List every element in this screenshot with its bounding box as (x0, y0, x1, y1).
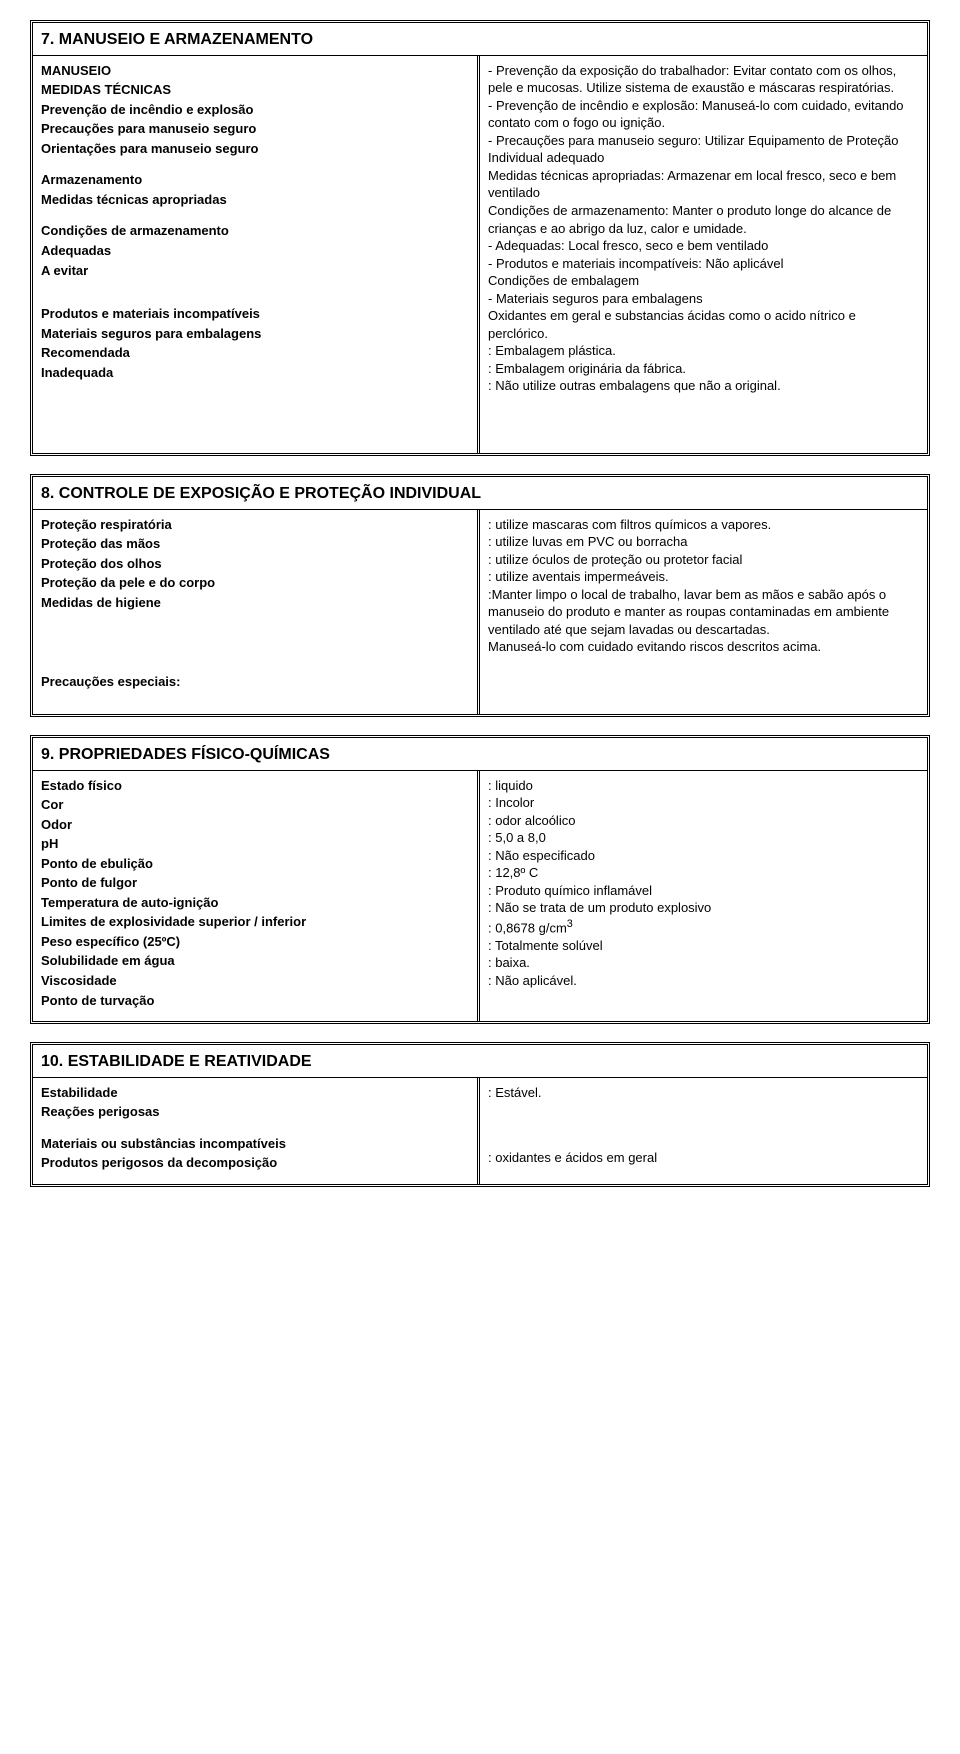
section-9-content: Estado físico Cor Odor pH Ponto de ebuli… (33, 771, 927, 1022)
label: Limites de explosividade superior / infe… (41, 913, 469, 931)
text: : utilize luvas em PVC ou borracha (488, 533, 919, 551)
label: Inadequada (41, 364, 469, 382)
label: Ponto de ebulição (41, 855, 469, 873)
text: : utilize aventais impermeáveis. (488, 568, 919, 586)
text: : utilize óculos de proteção ou protetor… (488, 551, 919, 569)
label: Reações perigosas (41, 1103, 469, 1121)
text: : Não especificado (488, 847, 919, 865)
label: Precauções para manuseio seguro (41, 120, 469, 138)
label: Proteção da pele e do corpo (41, 574, 469, 592)
label: Cor (41, 796, 469, 814)
label: MEDIDAS TÉCNICAS (41, 81, 469, 99)
label: Estado físico (41, 777, 469, 795)
label: Ponto de fulgor (41, 874, 469, 892)
text: : Embalagem originária da fábrica. (488, 360, 919, 378)
label: Temperatura de auto-ignição (41, 894, 469, 912)
label: Odor (41, 816, 469, 834)
text-part: : 0,8678 g/cm (488, 920, 567, 935)
text: - Adequadas: Local fresco, seco e bem ve… (488, 237, 919, 255)
section-10-left-col: Estabilidade Reações perigosas Materiais… (33, 1078, 480, 1184)
section-7-content: MANUSEIO MEDIDAS TÉCNICAS Prevenção de i… (33, 56, 927, 453)
text: - Produtos e materiais incompatíveis: Nã… (488, 255, 919, 273)
text: :Manter limpo o local de trabalho, lavar… (488, 586, 919, 639)
label: Produtos e materiais incompatíveis (41, 305, 469, 323)
section-7-right-col: - Prevenção da exposição do trabalhador:… (480, 56, 927, 453)
label: Recomendada (41, 344, 469, 362)
text: - Precauções para manuseio seguro: Utili… (488, 132, 919, 167)
label: Viscosidade (41, 972, 469, 990)
text: : Incolor (488, 794, 919, 812)
text: Condições de embalagem (488, 272, 919, 290)
text: : oxidantes e ácidos em geral (488, 1149, 919, 1167)
section-8-left-col: Proteção respiratória Proteção das mãos … (33, 510, 480, 714)
section-9: 9. PROPRIEDADES FÍSICO-QUÍMICAS Estado f… (30, 735, 930, 1024)
section-7-title: 7. MANUSEIO E ARMAZENAMENTO (33, 23, 927, 56)
label: MANUSEIO (41, 62, 469, 80)
label: Armazenamento (41, 171, 469, 189)
text: : Não se trata de um produto explosivo (488, 899, 919, 917)
text: : 12,8º C (488, 864, 919, 882)
label: Solubilidade em água (41, 952, 469, 970)
text: : 0,8678 g/cm3 (488, 917, 919, 937)
label: Proteção respiratória (41, 516, 469, 534)
section-9-right-col: : liquido : Incolor : odor alcoólico : 5… (480, 771, 927, 1022)
section-7-left-col: MANUSEIO MEDIDAS TÉCNICAS Prevenção de i… (33, 56, 480, 453)
section-8: 8. CONTROLE DE EXPOSIÇÃO E PROTEÇÃO INDI… (30, 474, 930, 717)
text: Condições de armazenamento: Manter o pro… (488, 202, 919, 237)
text: : baixa. (488, 954, 919, 972)
section-7: 7. MANUSEIO E ARMAZENAMENTO MANUSEIO MED… (30, 20, 930, 456)
label: pH (41, 835, 469, 853)
text: : Totalmente solúvel (488, 937, 919, 955)
section-9-title: 9. PROPRIEDADES FÍSICO-QUÍMICAS (33, 738, 927, 771)
text: : odor alcoólico (488, 812, 919, 830)
label: Medidas técnicas apropriadas (41, 191, 469, 209)
label: Proteção das mãos (41, 535, 469, 553)
label: Peso específico (25ºC) (41, 933, 469, 951)
label: Ponto de turvação (41, 992, 469, 1010)
text: : Embalagem plástica. (488, 342, 919, 360)
text: Medidas técnicas apropriadas: Armazenar … (488, 167, 919, 202)
text: : Estável. (488, 1084, 919, 1102)
section-10-content: Estabilidade Reações perigosas Materiais… (33, 1078, 927, 1184)
label: Produtos perigosos da decomposição (41, 1154, 469, 1172)
label: Proteção dos olhos (41, 555, 469, 573)
label: Estabilidade (41, 1084, 469, 1102)
label: A evitar (41, 262, 469, 280)
text: Oxidantes em geral e substancias ácidas … (488, 307, 919, 342)
section-8-title: 8. CONTROLE DE EXPOSIÇÃO E PROTEÇÃO INDI… (33, 477, 927, 510)
section-8-content: Proteção respiratória Proteção das mãos … (33, 510, 927, 714)
label: Condições de armazenamento (41, 222, 469, 240)
label: Adequadas (41, 242, 469, 260)
text: - Prevenção de incêndio e explosão: Manu… (488, 97, 919, 132)
text: : 5,0 a 8,0 (488, 829, 919, 847)
text: : Produto químico inflamável (488, 882, 919, 900)
section-10-right-col: : Estável. : oxidantes e ácidos em geral (480, 1078, 927, 1184)
text: Manuseá-lo com cuidado evitando riscos d… (488, 638, 919, 656)
superscript: 3 (567, 918, 573, 930)
section-8-right-col: : utilize mascaras com filtros químicos … (480, 510, 927, 714)
text: : liquido (488, 777, 919, 795)
label: Prevenção de incêndio e explosão (41, 101, 469, 119)
text: - Materiais seguros para embalagens (488, 290, 919, 308)
label: Materiais seguros para embalagens (41, 325, 469, 343)
text: - Prevenção da exposição do trabalhador:… (488, 62, 919, 97)
text: : utilize mascaras com filtros químicos … (488, 516, 919, 534)
label: Precauções especiais: (41, 673, 469, 691)
label: Orientações para manuseio seguro (41, 140, 469, 158)
label: Medidas de higiene (41, 594, 469, 612)
section-10-title: 10. ESTABILIDADE E REATIVIDADE (33, 1045, 927, 1078)
text: : Não utilize outras embalagens que não … (488, 377, 919, 395)
text: : Não aplicável. (488, 972, 919, 990)
section-10: 10. ESTABILIDADE E REATIVIDADE Estabilid… (30, 1042, 930, 1187)
label: Materiais ou substâncias incompatíveis (41, 1135, 469, 1153)
section-9-left-col: Estado físico Cor Odor pH Ponto de ebuli… (33, 771, 480, 1022)
